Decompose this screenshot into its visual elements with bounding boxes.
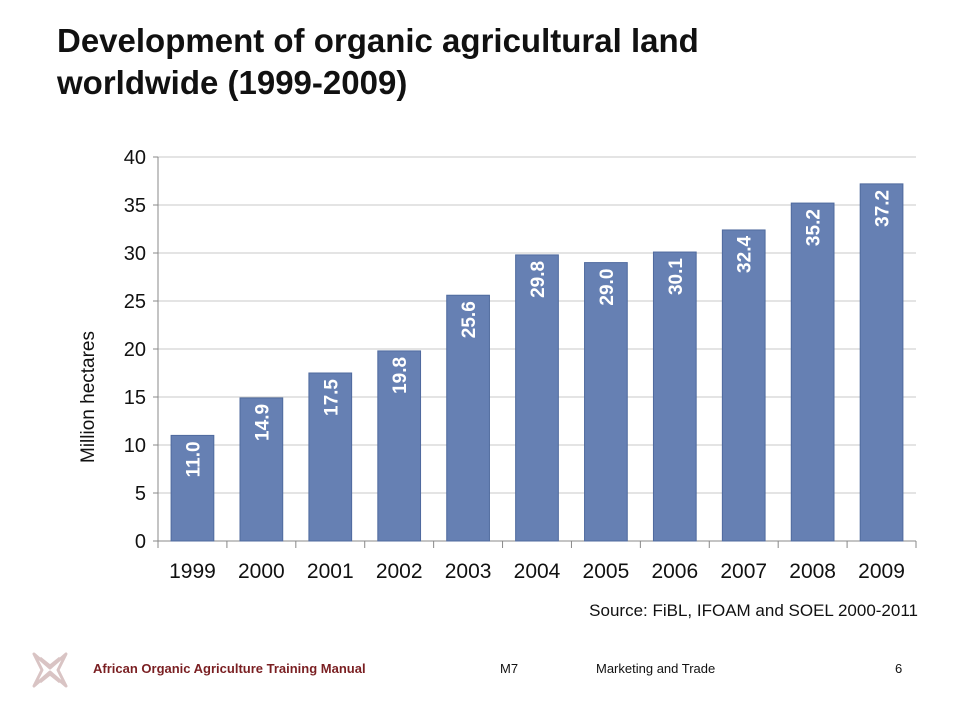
x-tick-label: 2007 [720, 560, 767, 583]
data-label: 29.0 [597, 269, 618, 306]
slide-title-line1: Development of organic agricultural land [57, 22, 699, 59]
bar [446, 294, 490, 542]
y-tick-label: 0 [135, 531, 146, 553]
bar-chart: 0 5 10 15 20 25 30 35 40 Million hectares 1999 11.0… [78, 147, 917, 583]
y-axis-label: Million hectares [78, 331, 99, 463]
source-note: Source: FiBL, IFOAM and SOEL 2000-2011 [589, 601, 918, 620]
x-tick-label: 2009 [858, 560, 905, 583]
data-label: 30.1 [666, 258, 687, 295]
x-tick-label: 2005 [583, 560, 630, 583]
footer-manual-title: African Organic Agriculture Training Man… [93, 661, 366, 676]
bar [790, 202, 835, 542]
footer-section: Marketing and Trade [596, 661, 716, 676]
footer-module: M7 [500, 661, 519, 676]
footer-page-number: 6 [895, 661, 903, 676]
y-tick-label: 30 [124, 243, 146, 265]
data-label: 35.2 [804, 209, 825, 246]
y-tick-label: 35 [124, 195, 146, 217]
x-tick-label: 1999 [169, 560, 216, 583]
data-label: 25.6 [459, 301, 480, 338]
aoatm-logo-icon [32, 652, 68, 688]
bar [515, 254, 559, 542]
data-label: 37.2 [873, 190, 894, 227]
y-tick-label: 15 [124, 387, 146, 409]
bar [170, 434, 215, 542]
y-tick-label: 5 [135, 483, 146, 505]
slide-title: Development of organic agricultural land… [57, 20, 917, 104]
data-label: 32.4 [735, 236, 756, 273]
bar [377, 350, 422, 542]
data-label: 14.9 [252, 404, 273, 441]
x-tick-label: 2000 [238, 560, 285, 583]
data-label: 19.8 [390, 357, 411, 394]
y-tick-label: 25 [124, 291, 146, 313]
bar [721, 229, 766, 542]
data-label: 11.0 [183, 441, 204, 477]
bar [859, 183, 904, 542]
x-tick-label: 2006 [651, 560, 698, 583]
slide-title-line2: worldwide (1999-2009) [57, 64, 408, 101]
y-tick-label: 40 [124, 147, 146, 169]
bar [239, 397, 284, 542]
footer: African Organic Agriculture Training Man… [0, 640, 960, 726]
x-tick-label: 2004 [514, 560, 561, 583]
data-label: 29.8 [528, 261, 549, 298]
x-tick-label: 2008 [789, 560, 836, 583]
bar [652, 251, 697, 542]
x-tick-label: 2002 [376, 560, 423, 583]
y-tick-label: 20 [124, 339, 146, 361]
bar [584, 262, 628, 542]
bar [308, 372, 353, 542]
x-tick-label: 2003 [445, 560, 492, 583]
y-tick-label: 10 [124, 435, 146, 457]
data-label: 17.5 [321, 379, 342, 416]
x-tick-label: 2001 [307, 560, 354, 583]
